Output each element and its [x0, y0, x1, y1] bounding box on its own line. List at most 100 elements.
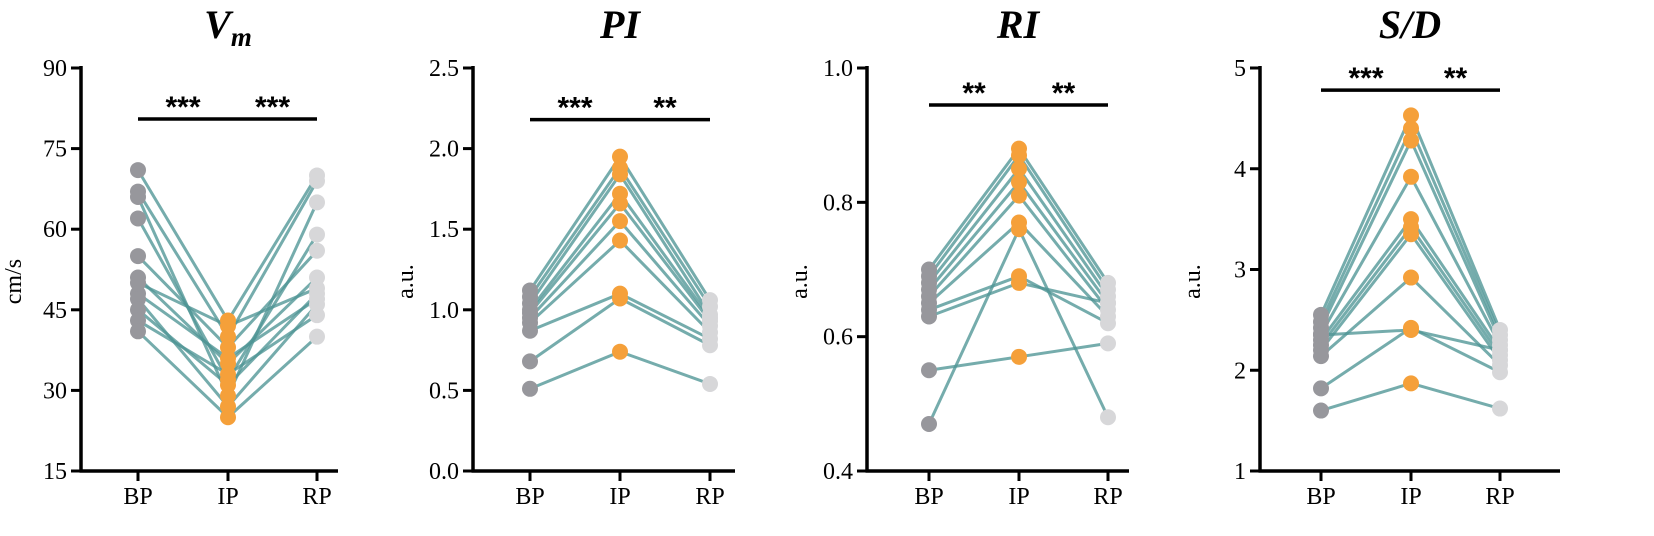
- data-point-ip: [220, 409, 236, 426]
- x-tick-label-bp: BP: [914, 484, 943, 510]
- data-point-ip: [1011, 160, 1027, 177]
- y-tick-label: 2: [1234, 358, 1246, 384]
- panel-pi: PIa.u.0.00.51.01.52.02.5BP IP RP*** **: [393, 2, 735, 510]
- y-tick-label: 45: [43, 298, 67, 324]
- data-point-ip: [1011, 187, 1027, 204]
- data-point-ip: [1011, 348, 1027, 365]
- y-axis-label: a.u.: [787, 264, 813, 299]
- significance-label: ***: [165, 91, 200, 124]
- x-tick-label-rp: RP: [1485, 484, 1514, 510]
- data-point-bp: [921, 362, 937, 379]
- x-tick-label-rp: RP: [695, 484, 724, 510]
- panel-title: PI: [599, 2, 641, 47]
- data-point-ip: [1011, 274, 1027, 291]
- data-point-rp: [309, 226, 325, 243]
- data-point-rp: [309, 328, 325, 345]
- data-point-bp: [921, 415, 937, 432]
- y-tick-label: 0.0: [429, 459, 459, 485]
- data-point-bp: [130, 248, 146, 265]
- y-tick-label: 2.5: [429, 56, 459, 82]
- data-point-rp: [702, 375, 718, 392]
- data-point-ip: [1403, 120, 1419, 137]
- data-point-rp: [1100, 409, 1116, 426]
- data-point-rp: [309, 285, 325, 302]
- significance-label: ***: [557, 92, 592, 125]
- y-tick-label: 1.0: [823, 56, 853, 82]
- data-points: [522, 148, 718, 397]
- data-point-rp: [702, 337, 718, 354]
- subject-line: [136, 169, 319, 324]
- significance-label: **: [1444, 62, 1468, 95]
- data-point-ip: [612, 148, 628, 165]
- data-point-bp: [522, 353, 538, 370]
- y-axis-label: a.u.: [1180, 264, 1206, 299]
- data-points: [921, 140, 1116, 432]
- data-point-rp: [1492, 400, 1508, 417]
- y-tick-label: 0.5: [429, 378, 459, 404]
- data-point-bp: [130, 188, 146, 205]
- data-point-ip: [1403, 132, 1419, 149]
- data-point-ip: [1011, 147, 1027, 164]
- y-tick-label: 90: [43, 56, 67, 82]
- y-tick-label: 1.0: [429, 298, 459, 324]
- data-point-ip: [1403, 107, 1419, 124]
- data-point-bp: [130, 210, 146, 227]
- subject-lines: [1319, 111, 1502, 412]
- data-points: [1313, 107, 1508, 419]
- panel-title: Vm: [204, 2, 252, 52]
- data-point-ip: [1011, 221, 1027, 238]
- data-point-rp: [1100, 335, 1116, 352]
- y-tick-label: 0.4: [823, 459, 853, 485]
- y-tick-label: 0.6: [823, 325, 853, 351]
- data-point-bp: [130, 162, 146, 179]
- data-point-ip: [1403, 321, 1419, 338]
- x-tick-label-bp: BP: [515, 484, 544, 510]
- y-tick-label: 30: [43, 378, 67, 404]
- data-point-ip: [612, 195, 628, 212]
- x-tick-label-ip: IP: [1400, 484, 1421, 510]
- subject-line: [927, 193, 1110, 311]
- data-point-ip: [1403, 226, 1419, 243]
- data-point-rp: [1100, 315, 1116, 332]
- data-point-ip: [1403, 269, 1419, 286]
- data-point-ip: [612, 232, 628, 249]
- data-point-bp: [1313, 402, 1329, 419]
- y-tick-label: 1.5: [429, 217, 459, 243]
- y-axis-label: a.u.: [393, 264, 419, 299]
- data-point-ip: [220, 317, 236, 334]
- y-tick-label: 3: [1234, 258, 1246, 284]
- data-point-bp: [921, 308, 937, 325]
- data-point-bp: [522, 380, 538, 397]
- y-tick-label: 5: [1234, 56, 1246, 82]
- y-tick-label: 4: [1234, 157, 1246, 183]
- panel-title: RI: [996, 2, 1041, 47]
- data-point-bp: [1313, 348, 1329, 365]
- panel-ri: RI a.u. 0.4 0.6 0.8 1.0 BP IP RP ** **: [787, 2, 1129, 510]
- y-tick-label: 75: [43, 137, 67, 163]
- data-point-bp: [522, 322, 538, 339]
- significance-label: **: [1052, 77, 1076, 110]
- x-tick-label-rp: RP: [302, 484, 331, 510]
- data-point-ip: [220, 366, 236, 383]
- x-tick-label-bp: BP: [1306, 484, 1335, 510]
- significance-label: **: [962, 77, 986, 110]
- data-point-ip: [612, 343, 628, 360]
- y-tick-label: 0.8: [823, 190, 853, 216]
- data-point-rp: [309, 242, 325, 259]
- data-point-ip: [612, 290, 628, 307]
- data-point-rp: [1100, 295, 1116, 312]
- data-point-ip: [612, 166, 628, 183]
- data-point-bp: [1313, 326, 1329, 343]
- y-axis-label: cm/s: [1, 259, 27, 304]
- y-tick-label: 2.0: [429, 137, 459, 163]
- x-tick-label-ip: IP: [217, 484, 238, 510]
- panel-title: S/D: [1379, 2, 1441, 47]
- data-point-bp: [130, 323, 146, 340]
- data-point-ip: [1403, 168, 1419, 185]
- data-point-rp: [1492, 364, 1508, 381]
- y-tick-label: 1: [1234, 459, 1246, 485]
- data-point-rp: [309, 194, 325, 211]
- panel-title-main: V: [204, 2, 234, 47]
